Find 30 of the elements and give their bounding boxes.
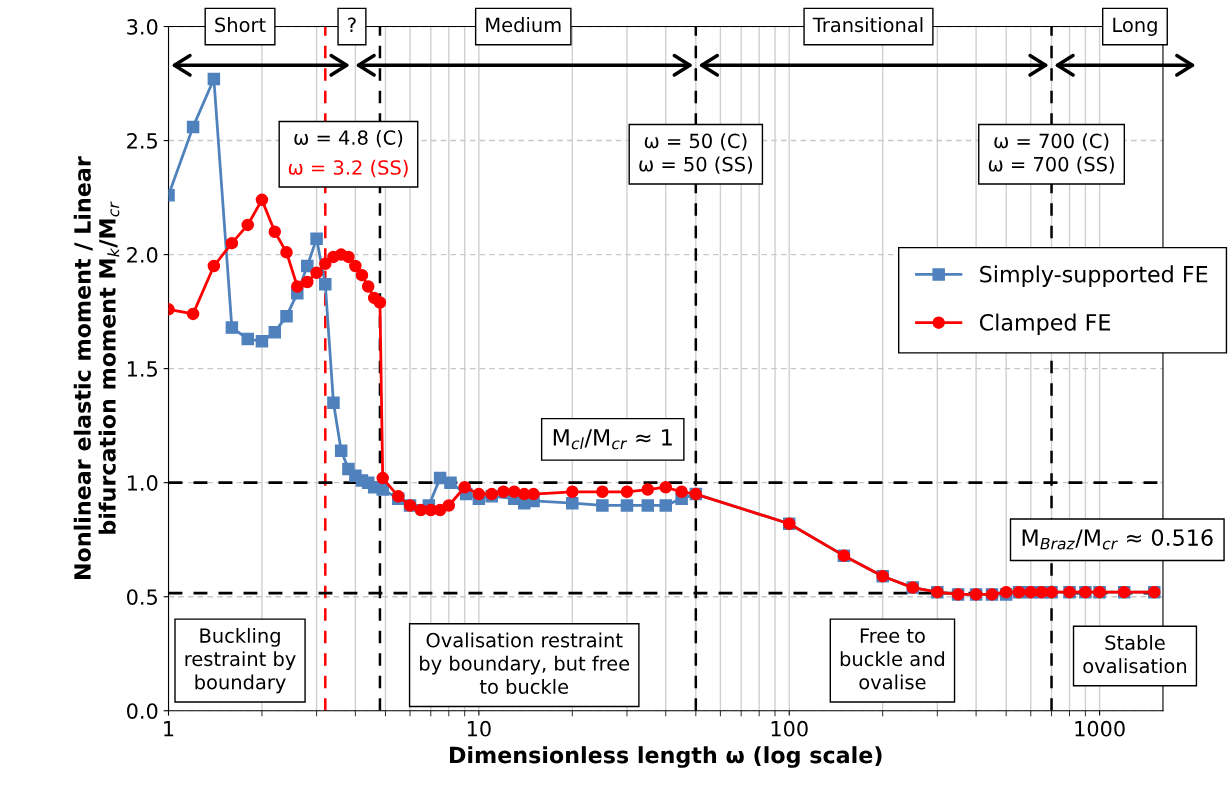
annotation: ω = 700 (C) ω = 700 (SS) bbox=[988, 133, 1114, 174]
y-tick-label: 1.0 bbox=[127, 475, 158, 491]
annotation: Long bbox=[1113, 17, 1157, 36]
annotation: Free to buckle and ovalise bbox=[840, 628, 945, 690]
annotation: ω = 4.8 (C) bbox=[294, 129, 403, 148]
y-tick-label: 0.5 bbox=[127, 589, 157, 605]
annotation: Medium bbox=[486, 17, 561, 33]
annotation: ω = 3.2 (SS) bbox=[288, 159, 408, 178]
legend-label: Simply-supported FE bbox=[980, 265, 1208, 287]
annotation: ? bbox=[348, 17, 356, 32]
y-tick-label: 3.0 bbox=[127, 18, 158, 35]
x-axis-title: Dimensionless length ω (log scale) bbox=[450, 746, 882, 768]
legend-label: Clamped FE bbox=[979, 313, 1110, 336]
annotation: Transitional bbox=[812, 17, 923, 33]
x-tick-label: 1 bbox=[164, 721, 174, 737]
x-tick-label: 10 bbox=[467, 720, 491, 737]
y-tick-label: 0.0 bbox=[127, 703, 158, 719]
annotation: Stable ovalisation bbox=[1083, 634, 1187, 674]
annotation: ω = 50 (C) ω = 50 (SS) bbox=[639, 133, 752, 174]
annotation: Ovalisation restraint by boundary, but free to buckle bbox=[420, 632, 630, 695]
annotation: M$_{cl}$/M$_{cr}$ ≈ 1 bbox=[553, 429, 672, 450]
annotation: Short bbox=[215, 17, 266, 33]
y-tick-label: 1.5 bbox=[127, 361, 157, 377]
y-axis-title: Nonlinear elastic moment / Linear bifurcation moment M$_{k}$/M$_{cr}$ bbox=[73, 156, 120, 580]
x-tick-label: 100 bbox=[771, 720, 808, 737]
x-tick-label: 1000 bbox=[1075, 720, 1125, 737]
annotation: M$_{Braz}$/M$_{cr}$ ≈ 0.516 bbox=[1022, 529, 1213, 550]
y-tick-label: 2.0 bbox=[127, 247, 158, 263]
annotation: Buckling restraint by boundary bbox=[185, 627, 296, 694]
y-tick-label: 2.5 bbox=[127, 133, 157, 149]
